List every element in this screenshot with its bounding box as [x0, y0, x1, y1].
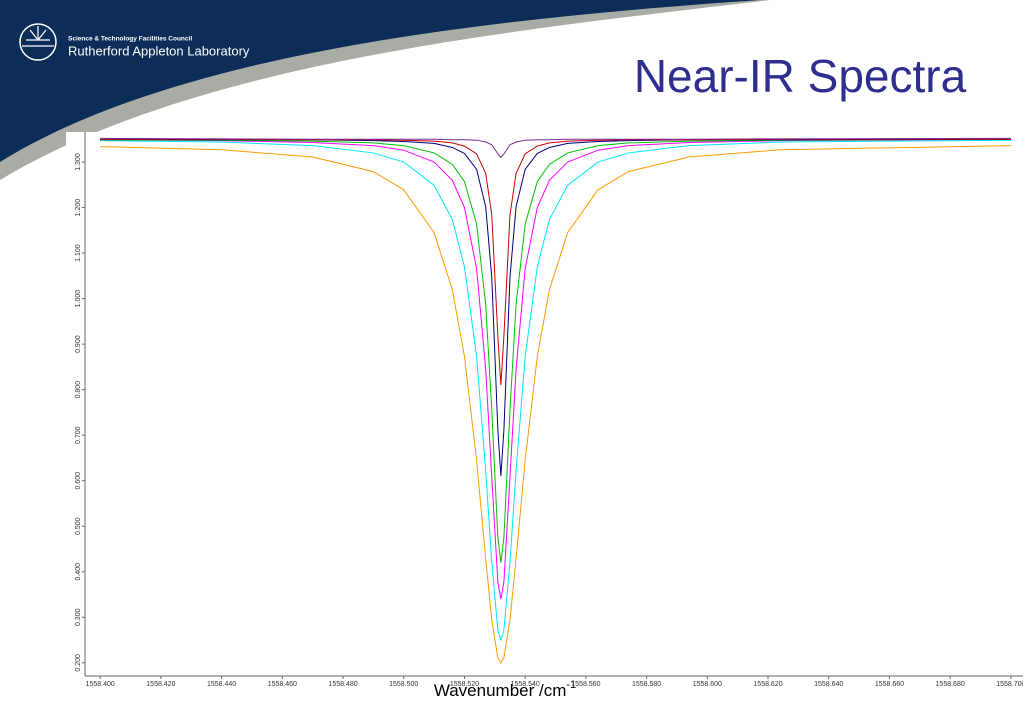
x-tick-label: 1558.680 — [936, 681, 965, 688]
x-tick-label: 1558.420 — [146, 681, 175, 688]
chart-title: Near-IR Spectra — [634, 50, 967, 102]
series-line — [100, 138, 1011, 600]
x-tick-label: 1558.400 — [86, 681, 115, 688]
x-tick-label: 1558.560 — [571, 681, 600, 688]
x-axis-label-text: Wavenumber /cm — [434, 681, 567, 700]
x-tick-label: 1558.620 — [753, 681, 782, 688]
y-tick-label: 0.600 — [75, 472, 82, 490]
x-tick-label: 1558.540 — [511, 681, 540, 688]
x-tick-label: 1558.440 — [207, 681, 236, 688]
series-line — [100, 145, 1011, 664]
y-tick-label: 1.000 — [75, 290, 82, 308]
y-tick-label: 0.700 — [75, 426, 82, 444]
y-tick-label: 1.200 — [75, 199, 82, 217]
x-tick-label: 1558.500 — [389, 681, 418, 688]
series-line — [100, 138, 1011, 563]
x-tick-label: 1558.700 — [996, 681, 1023, 688]
y-tick-label: 0.200 — [75, 654, 82, 672]
y-tick-label: 0.300 — [75, 608, 82, 626]
y-tick-label: 0.900 — [75, 335, 82, 353]
series-line — [100, 138, 1011, 477]
x-tick-label: 1558.460 — [268, 681, 297, 688]
series-line — [100, 137, 1011, 159]
y-tick-label: 0.500 — [75, 517, 82, 535]
x-tick-label: 1558.600 — [693, 681, 722, 688]
y-tick-label: 1.100 — [75, 244, 82, 262]
x-axis-label-sup: -1 — [566, 679, 576, 691]
lab-name: Rutherford Appleton Laboratory — [68, 43, 250, 58]
x-axis-label: Wavenumber /cm-1 — [434, 679, 576, 701]
org-name: Science & Technology Facilities Council — [68, 36, 192, 43]
plot-background — [66, 132, 1023, 677]
series-line — [100, 139, 1011, 642]
x-tick-label: 1558.520 — [450, 681, 479, 688]
y-tick-label: 0.400 — [75, 563, 82, 581]
x-tick-label: 1558.480 — [328, 681, 357, 688]
x-tick-label: 1558.640 — [814, 681, 843, 688]
y-tick-label: 0.800 — [75, 381, 82, 399]
x-tick-label: 1558.580 — [632, 681, 661, 688]
logo — [19, 23, 57, 61]
y-tick-label: 1.300 — [75, 153, 82, 171]
x-tick-label: 1558.660 — [875, 681, 904, 688]
header-band — [0, 0, 760, 162]
series-line — [100, 138, 1011, 386]
